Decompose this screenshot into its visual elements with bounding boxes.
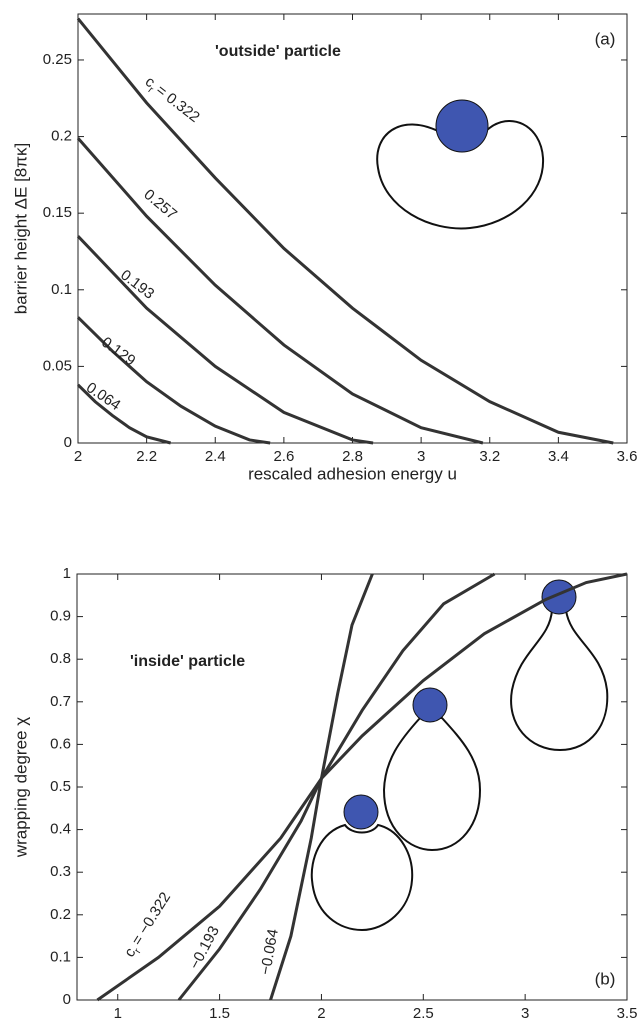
y-axis-label: barrier height ΔE [8πκ] xyxy=(11,143,30,314)
y-tick-label: 0.2 xyxy=(50,906,71,923)
outside-vesicle xyxy=(376,99,545,230)
annotation: 'outside' particle xyxy=(215,43,341,60)
y-tick-label: 0.25 xyxy=(43,51,72,68)
y-tick-label: 0.05 xyxy=(43,357,72,374)
y-tick-label: 0.1 xyxy=(50,948,71,965)
inside-vesicle-mid xyxy=(382,687,482,852)
x-tick-label: 2.4 xyxy=(205,448,226,465)
x-axis-label: rescaled adhesion energy u xyxy=(248,1021,457,1023)
inside-vesicle-small xyxy=(310,794,414,932)
x-tick-label: 2.2 xyxy=(136,448,157,465)
y-tick-label: 0.3 xyxy=(50,863,71,880)
x-tick-label: 3.6 xyxy=(617,448,638,465)
annotation: 'inside' particle xyxy=(130,653,245,670)
panel-label: (b) xyxy=(595,969,616,988)
y-tick-label: 0.6 xyxy=(50,735,71,752)
series-name: −0.064 xyxy=(257,928,282,977)
y-tick-label: 0.5 xyxy=(50,778,71,795)
x-tick-label: 2 xyxy=(74,448,82,465)
x-tick-label: 2.5 xyxy=(413,1005,434,1022)
x-tick-label: 3 xyxy=(417,448,425,465)
y-tick-label: 0 xyxy=(63,991,71,1008)
curve xyxy=(96,572,628,1002)
x-tick-label: 2.8 xyxy=(342,448,363,465)
x-axis-label: rescaled adhesion energy u xyxy=(248,464,457,483)
y-tick-label: 0.1 xyxy=(51,281,72,298)
curve xyxy=(269,573,374,1001)
y-tick-label: 0.15 xyxy=(43,204,72,221)
x-tick-label: 3 xyxy=(521,1005,529,1022)
y-tick-label: 0.7 xyxy=(50,693,71,710)
y-tick-label: 0 xyxy=(64,434,72,451)
label-subscript: r xyxy=(132,946,143,955)
x-tick-label: 1 xyxy=(114,1005,122,1022)
x-tick-label: 3.5 xyxy=(617,1005,638,1022)
curve-label: −0.064 xyxy=(257,928,282,977)
y-tick-label: 0.9 xyxy=(50,608,71,625)
series-name: = −0.322 xyxy=(128,889,174,948)
curve xyxy=(76,137,484,445)
curve-label: cr= 0.322 xyxy=(140,73,203,128)
curve xyxy=(76,17,614,445)
y-tick-label: 0.2 xyxy=(51,128,72,145)
series-name: 0.129 xyxy=(98,334,138,370)
x-tick-label: 3.2 xyxy=(479,448,500,465)
curve xyxy=(76,316,271,445)
label-subscript: r xyxy=(146,85,156,96)
x-tick-label: 3.4 xyxy=(548,448,569,465)
x-tick-label: 2.6 xyxy=(273,448,294,465)
y-tick-label: 0.8 xyxy=(50,650,71,667)
x-tick-label: 1.5 xyxy=(209,1005,230,1022)
curve xyxy=(76,235,374,445)
curve-label: 0.129 xyxy=(98,334,138,370)
x-tick-label: 2 xyxy=(317,1005,325,1022)
y-tick-label: 1 xyxy=(63,565,71,582)
inside-vesicle-large xyxy=(510,579,609,752)
panel-label: (a) xyxy=(595,29,616,48)
y-tick-label: 0.4 xyxy=(50,821,71,838)
curve xyxy=(76,383,172,445)
y-axis-label: wrapping degree χ xyxy=(11,717,30,858)
